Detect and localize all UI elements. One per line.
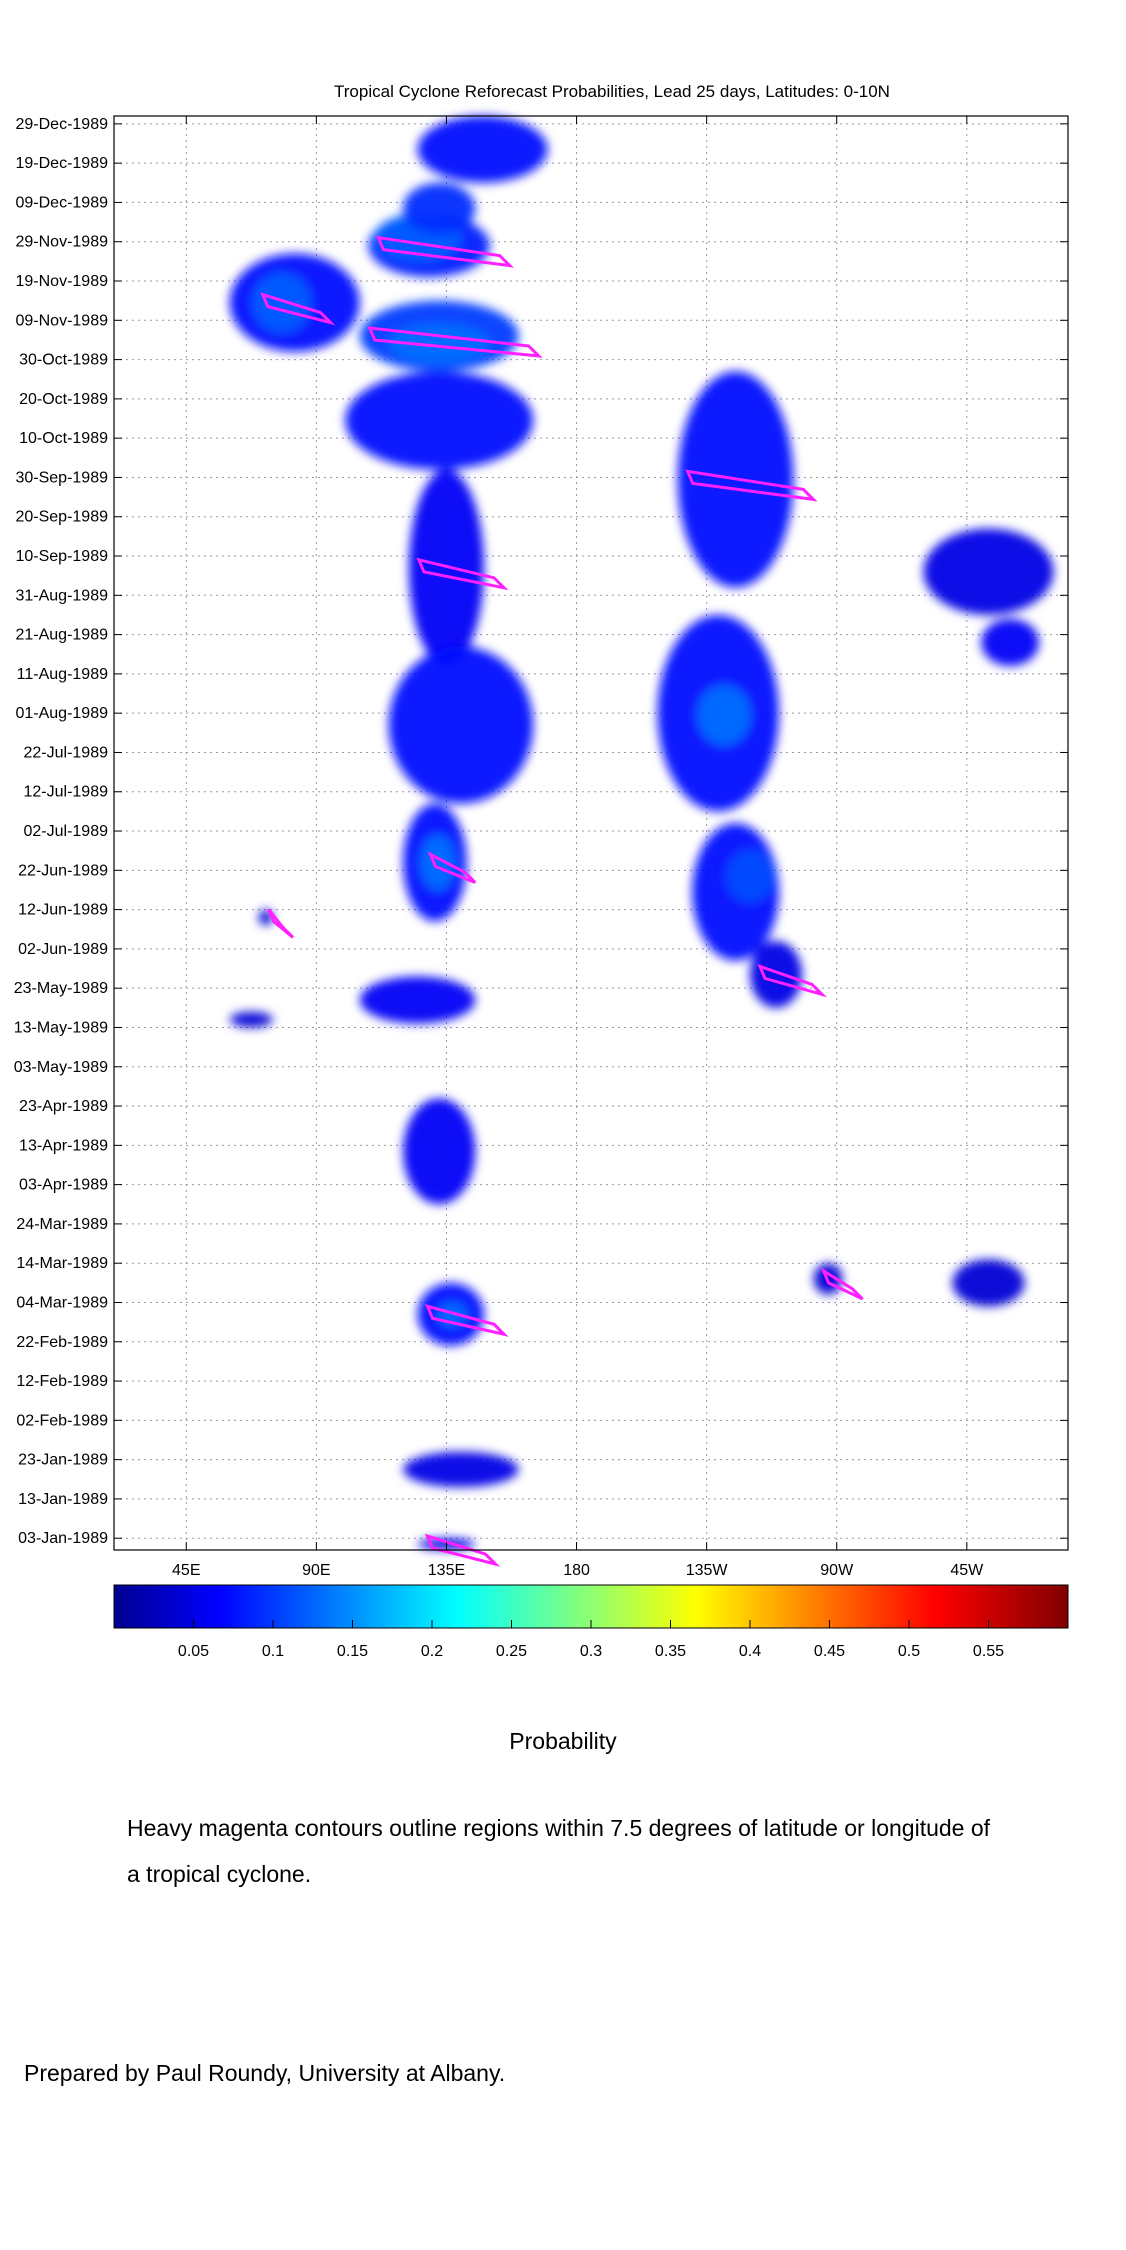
y-tick-label: 09-Dec-1989: [16, 194, 109, 211]
probability-region: [417, 116, 548, 183]
y-tick-label: 10-Oct-1989: [19, 430, 108, 447]
y-tick-label: 30-Oct-1989: [19, 352, 108, 369]
probability-region: [403, 1098, 476, 1205]
x-tick-label: 135E: [428, 1562, 465, 1579]
probability-region: [252, 273, 311, 333]
plot-border: [113, 115, 1069, 1551]
y-tick-label: 21-Aug-1989: [15, 627, 108, 644]
colorbar-tick-label: 0.15: [337, 1643, 368, 1660]
x-tick-label: 45W: [950, 1562, 984, 1579]
colorbar-tick-label: 0.1: [262, 1643, 284, 1660]
y-tick-label: 03-May-1989: [14, 1059, 108, 1076]
probability-region: [388, 646, 534, 804]
probability-region: [403, 1451, 519, 1488]
y-tick-label: 14-Mar-1989: [16, 1255, 108, 1272]
y-tick-label: 03-Jan-1989: [18, 1530, 108, 1547]
y-tick-label: 31-Aug-1989: [15, 587, 108, 604]
cyclone-contour: [427, 851, 477, 884]
y-tick-label: 02-Jun-1989: [18, 941, 108, 958]
y-tick-label: 02-Jul-1989: [24, 823, 109, 840]
y-tick-label: 22-Feb-1989: [16, 1334, 108, 1351]
x-tick-label: 135W: [686, 1562, 729, 1579]
cyclone-contour: [267, 908, 295, 939]
y-tick-label: 13-May-1989: [14, 1019, 108, 1036]
y-tick-label: 13-Apr-1989: [19, 1137, 108, 1154]
colorbar: 0.05 0.1 0.15 0.2 0.25 0.3 0.35 0.4 0.45 0.5 0.55: [113, 1584, 1069, 1660]
y-tick-label: 22-Jul-1989: [24, 744, 109, 761]
y-tick-label: 12-Jul-1989: [24, 784, 109, 801]
probability-region: [923, 528, 1054, 615]
plot-frame: [114, 116, 1068, 1550]
contour-note: Heavy magenta contours outline regions w…: [127, 1815, 991, 1887]
cyclone-contour: [416, 557, 509, 591]
cyclone-contour: [424, 1304, 509, 1337]
y-tick-label: 29-Dec-1989: [16, 116, 109, 133]
cyclone-contour: [367, 326, 543, 358]
y-tick-label: 20-Oct-1989: [19, 391, 108, 408]
cyclone-contour: [375, 235, 514, 268]
x-tick-label: 90W: [820, 1562, 854, 1579]
probability-region: [952, 1259, 1025, 1307]
probability-region: [981, 618, 1040, 667]
colorbar-tick-label: 0.25: [496, 1643, 527, 1660]
cyclone-contour: [820, 1267, 864, 1301]
cyclone-contour: [757, 963, 828, 998]
y-tick-label: 20-Sep-1989: [15, 509, 108, 526]
x-tick-label: 180: [563, 1562, 590, 1579]
y-tick-label: 23-Jan-1989: [18, 1452, 108, 1469]
y-tick-label: 22-Jun-1989: [18, 862, 108, 879]
colorbar-tick-label: 0.05: [178, 1643, 209, 1660]
y-tick-label: 01-Aug-1989: [15, 705, 108, 722]
colorbar-tick-label: 0.3: [580, 1643, 602, 1660]
chart-title: Tropical Cyclone Reforecast Probabilitie…: [334, 82, 890, 101]
colorbar-tick-label: 0.55: [973, 1643, 1004, 1660]
y-tick-label: 24-Mar-1989: [16, 1216, 108, 1233]
probability-region: [420, 834, 456, 890]
cyclone-contour: [424, 1533, 501, 1567]
probability-region: [229, 1011, 273, 1028]
y-tick-label: 03-Apr-1989: [19, 1177, 108, 1194]
colorbar-ticks: 0.05 0.1 0.15 0.2 0.25 0.3 0.35 0.4 0.45 0.5 0.55: [178, 1620, 1004, 1660]
cyclone-contour: [685, 469, 818, 502]
y-tick-label: 13-Jan-1989: [18, 1491, 108, 1508]
y-tick-label: 04-Mar-1989: [16, 1294, 108, 1311]
colorbar-tick-label: 0.4: [739, 1643, 761, 1660]
probability-region: [345, 371, 534, 470]
y-tick-label: 09-Nov-1989: [16, 312, 109, 329]
cyclone-contours: [260, 235, 864, 1567]
y-tick-label: 23-May-1989: [14, 980, 108, 997]
probability-region: [359, 976, 476, 1024]
y-tick-label: 29-Nov-1989: [16, 234, 109, 251]
y-tick-label: 10-Sep-1989: [15, 548, 108, 565]
colorbar-tick-label: 0.45: [814, 1643, 845, 1660]
probability-region: [726, 850, 774, 902]
y-axis: 29-Dec-1989 19-Dec-1989 09-Dec-1989 29-Nov-…: [14, 116, 1068, 1547]
y-tick-label: 12-Jun-1989: [18, 902, 108, 919]
colorbar-tick-label: 0.2: [421, 1643, 443, 1660]
colorbar-tick-label: 0.5: [898, 1643, 920, 1660]
y-tick-label: 23-Apr-1989: [19, 1098, 108, 1115]
y-tick-label: 30-Sep-1989: [15, 469, 108, 486]
x-tick-label: 45E: [172, 1562, 200, 1579]
y-tick-label: 02-Feb-1989: [16, 1412, 108, 1429]
x-tick-label: 90E: [302, 1562, 330, 1579]
probability-region: [403, 182, 476, 234]
colorbar-label: Probability: [509, 1728, 617, 1754]
y-tick-label: 19-Dec-1989: [16, 155, 109, 172]
probability-region: [750, 941, 803, 1008]
probability-region: [697, 685, 750, 745]
y-tick-label: 19-Nov-1989: [16, 273, 109, 290]
x-axis: 45E 90E 135E 180 135W 90W 45W: [172, 116, 984, 1579]
y-tick-label: 12-Feb-1989: [16, 1373, 108, 1390]
colorbar-tick-label: 0.35: [655, 1643, 686, 1660]
y-tick-label: 11-Aug-1989: [17, 666, 108, 683]
cyclone-contour: [260, 292, 336, 326]
credit-line: Prepared by Paul Roundy, University at A…: [24, 2060, 506, 2086]
plot-area: 45E 90E 135E 180 135W 90W 45W 29-Dec-1989 19-De…: [14, 115, 1069, 1579]
